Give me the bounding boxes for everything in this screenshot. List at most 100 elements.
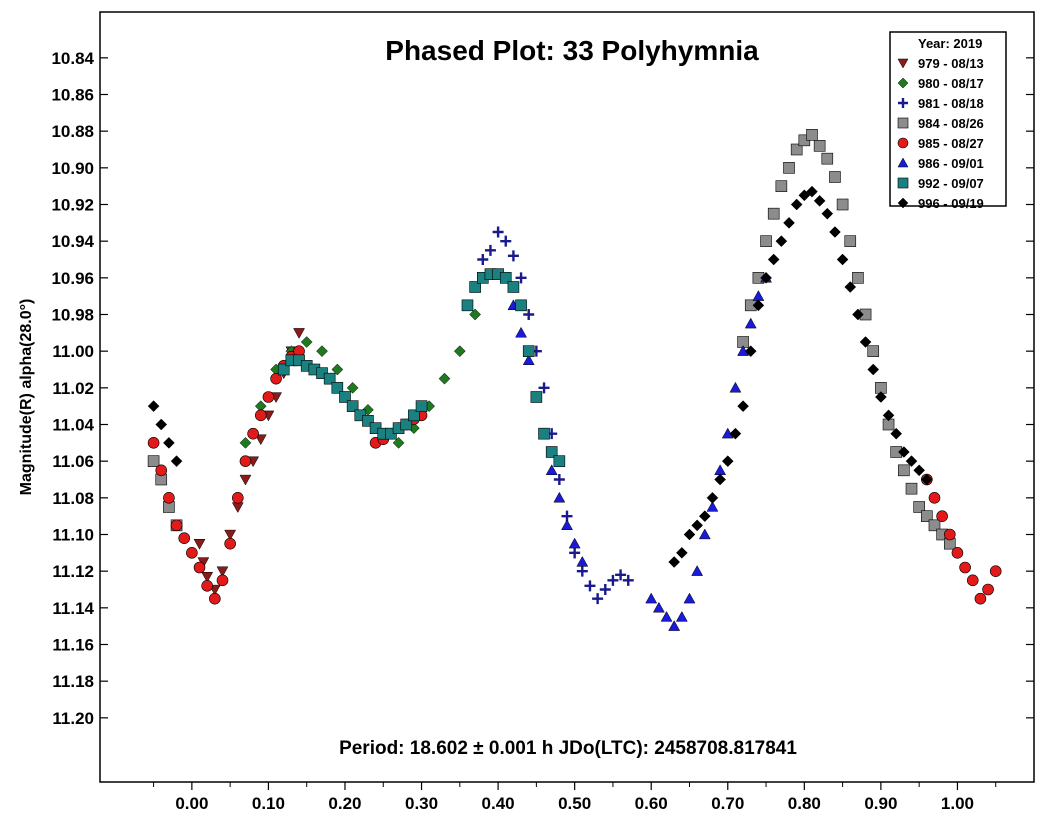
data-point-s7	[714, 473, 726, 486]
data-point-s7	[821, 207, 834, 220]
data-point-s6	[469, 281, 481, 293]
data-point-s4	[209, 592, 221, 605]
data-point-s7	[668, 556, 681, 568]
y-tick-label: 10.98	[51, 306, 94, 325]
data-point-s7	[737, 400, 749, 413]
data-point-s6	[530, 391, 543, 403]
data-point-s2	[584, 580, 596, 592]
x-tick-label: 0.80	[788, 794, 821, 813]
data-point-s5	[668, 620, 681, 631]
data-point-s3	[913, 501, 925, 513]
legend: Year: 2019 979 - 08/13 980 - 08/17 981 - 0…	[889, 31, 1007, 211]
x-tick-label: 0.90	[864, 794, 897, 813]
data-point-s1	[239, 436, 252, 449]
data-point-s7	[852, 308, 864, 321]
data-point-s6	[277, 363, 290, 376]
legend-marker	[897, 58, 909, 69]
data-point-s7	[155, 418, 168, 431]
data-point-s2	[484, 244, 496, 256]
y-tick-label: 11.00	[52, 342, 94, 361]
data-point-s5	[576, 555, 589, 567]
data-point-s7	[706, 491, 719, 504]
data-point-s3	[905, 482, 918, 495]
data-point-s3	[783, 162, 795, 174]
data-point-s4	[239, 455, 252, 467]
data-point-s7	[163, 436, 175, 449]
y-tick-label: 10.94	[51, 232, 94, 251]
data-point-s2	[576, 565, 588, 577]
data-point-s5	[729, 381, 742, 393]
data-point-s4	[270, 372, 282, 385]
data-point-s5	[706, 500, 719, 512]
x-tick-label: 0.30	[405, 794, 438, 813]
data-point-s2	[523, 309, 535, 320]
data-point-s6	[538, 427, 550, 440]
data-point-s7	[829, 226, 841, 238]
legend-entry: 992 - 09/07	[918, 176, 984, 191]
data-point-s5	[698, 528, 711, 540]
data-point-s7	[147, 400, 160, 413]
data-point-s2	[592, 593, 604, 605]
x-tick-label: 0.10	[252, 794, 285, 813]
data-point-s4	[163, 492, 175, 504]
data-point-s1	[316, 345, 328, 358]
data-point-s2	[615, 569, 627, 581]
data-point-s7	[913, 464, 926, 477]
data-point-s1	[453, 345, 466, 358]
data-point-s2	[553, 474, 565, 485]
data-point-s4	[943, 528, 956, 541]
data-point-s7	[683, 528, 696, 541]
data-point-s7	[721, 455, 734, 468]
data-point-s5	[645, 592, 658, 604]
data-point-s2	[622, 574, 634, 586]
data-point-s5	[522, 354, 535, 365]
data-point-s6	[461, 299, 474, 312]
data-point-s6	[507, 281, 520, 293]
data-point-s4	[974, 592, 987, 605]
data-point-s3	[806, 129, 818, 141]
data-point-s3	[767, 207, 780, 220]
data-point-s4	[959, 561, 971, 574]
y-tick-label: 10.86	[51, 86, 94, 105]
data-point-s3	[867, 345, 880, 357]
data-point-s6	[408, 409, 420, 422]
x-tick-label: 1.00	[941, 794, 974, 813]
data-point-s7	[752, 299, 765, 312]
data-point-s4	[232, 492, 244, 504]
data-point-s6	[522, 345, 535, 357]
data-point-s4	[186, 547, 198, 559]
data-point-s3	[147, 455, 160, 467]
x-tick-label: 0.70	[711, 794, 744, 813]
data-point-s7	[675, 546, 688, 559]
data-point-s6	[346, 400, 359, 412]
y-axis: 10.84 10.86 10.88 10.90 10.92 10.94 10.96 10.98…	[51, 49, 1034, 728]
data-point-s3	[829, 171, 841, 183]
data-point-s2	[607, 574, 619, 586]
y-tick-label: 10.90	[51, 159, 94, 178]
data-point-s7	[867, 363, 880, 376]
data-point-s7	[729, 427, 742, 440]
y-tick-label: 10.92	[51, 196, 94, 215]
y-tick-label: 11.08	[52, 489, 94, 508]
y-tick-label: 11.04	[52, 416, 94, 435]
data-point-s7	[875, 391, 887, 403]
data-point-s3	[898, 464, 910, 477]
data-point-s5	[744, 317, 757, 329]
data-point-s6	[400, 418, 413, 431]
data-point-s4	[982, 583, 994, 596]
y-tick-label: 11.12	[52, 562, 94, 581]
data-point-s6	[362, 415, 374, 427]
data-point-s5	[683, 592, 696, 604]
data-point-s2	[492, 226, 504, 238]
data-point-s4	[193, 561, 206, 574]
data-point-s7	[897, 446, 910, 458]
legend-entry: 980 - 08/17	[918, 76, 984, 91]
y-tick-label: 11.02	[52, 379, 94, 398]
data-point-s1	[300, 336, 313, 348]
y-tick-label: 11.20	[52, 709, 94, 728]
data-point-s0	[193, 539, 206, 550]
y-tick-label: 11.18	[52, 672, 94, 691]
data-point-s7	[836, 253, 849, 266]
x-tick-label: 0.50	[558, 794, 591, 813]
